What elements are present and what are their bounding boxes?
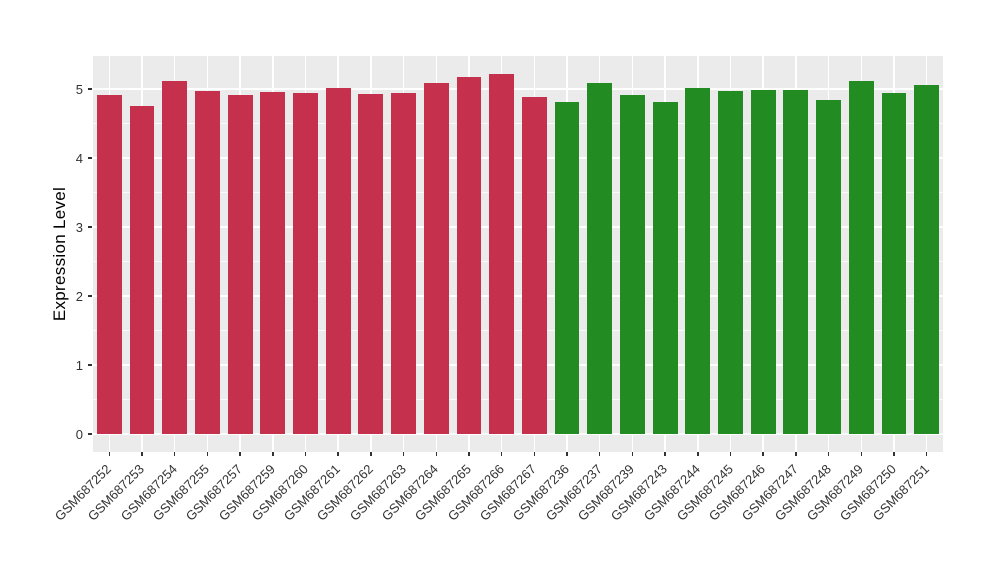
bar-GSM687244 [685, 88, 711, 435]
x-tick-mark [402, 452, 405, 456]
bar-GSM687243 [652, 102, 678, 435]
x-tick-mark [533, 452, 536, 456]
bar-GSM687255 [195, 91, 220, 435]
bar-GSM687247 [783, 89, 809, 435]
x-tick-mark [272, 452, 274, 456]
y-gridline-major [93, 157, 943, 160]
y-gridline-minor [93, 330, 943, 332]
x-tick-mark [304, 452, 307, 456]
x-tick-mark [598, 452, 601, 456]
x-tick-mark [566, 452, 568, 456]
y-gridline-major [93, 295, 943, 298]
x-tick-mark [697, 452, 699, 456]
y-tick-mark [88, 295, 92, 297]
y-gridline-minor [93, 399, 943, 401]
bar-GSM687261 [325, 87, 351, 435]
y-tick-label: 3 [75, 219, 83, 235]
y-tick-label: 5 [75, 81, 83, 97]
x-tick-mark [795, 452, 797, 456]
x-tick-mark [468, 452, 470, 456]
bar-GSM687249 [848, 80, 874, 435]
bar-GSM687245 [718, 91, 743, 435]
y-gridline-major [93, 88, 943, 91]
x-tick-mark [337, 452, 339, 456]
y-tick-mark [88, 433, 92, 435]
x-tick-mark [664, 452, 666, 456]
y-gridline-major [93, 364, 943, 367]
bar-GSM687248 [816, 100, 841, 435]
bar-GSM687251 [914, 84, 940, 435]
y-gridline-minor [93, 261, 943, 263]
x-tick-mark [239, 452, 241, 456]
x-tick-mark [370, 452, 372, 456]
y-tick-mark [88, 226, 92, 228]
x-tick-mark [893, 452, 895, 456]
bar-GSM687259 [260, 91, 286, 435]
bar-GSM687236 [554, 101, 580, 435]
bar-GSM687263 [391, 92, 416, 435]
x-tick-mark [500, 452, 503, 456]
bar-GSM687260 [293, 93, 318, 435]
bar-GSM687267 [521, 96, 547, 435]
x-tick-mark [860, 452, 863, 456]
x-tick-mark [173, 452, 176, 456]
y-tick-label: 0 [75, 426, 83, 442]
x-tick-mark [925, 452, 928, 456]
bar-GSM687264 [423, 82, 449, 435]
y-tick-mark [88, 157, 92, 159]
x-tick-mark [206, 452, 209, 456]
x-tick-mark [762, 452, 764, 456]
x-tick-mark [631, 452, 634, 456]
y-tick-mark [88, 88, 92, 90]
bar-GSM687239 [620, 95, 645, 435]
y-tick-label: 2 [75, 288, 83, 304]
x-tick-mark [141, 452, 143, 456]
x-tick-mark [729, 452, 732, 456]
x-tick-mark [108, 452, 111, 456]
bar-GSM687257 [227, 95, 253, 435]
y-tick-label: 4 [75, 150, 83, 166]
y-tick-mark [88, 364, 92, 366]
bar-GSM687265 [456, 76, 482, 435]
bar-GSM687246 [750, 89, 776, 435]
y-gridline-major [93, 226, 943, 229]
y-tick-label: 1 [75, 357, 83, 373]
bar-GSM687266 [489, 73, 515, 435]
bar-GSM687253 [129, 106, 155, 435]
bar-GSM687250 [881, 93, 907, 435]
bar-GSM687254 [162, 80, 188, 435]
plot-panel [93, 56, 943, 452]
bar-GSM687262 [358, 93, 384, 435]
y-gridline-minor [93, 123, 943, 125]
y-gridline-minor [93, 192, 943, 194]
x-tick-mark [827, 452, 830, 456]
y-gridline-major [93, 433, 943, 436]
bar-GSM687237 [587, 82, 613, 435]
x-tick-mark [435, 452, 438, 456]
bar-GSM687252 [96, 94, 122, 435]
